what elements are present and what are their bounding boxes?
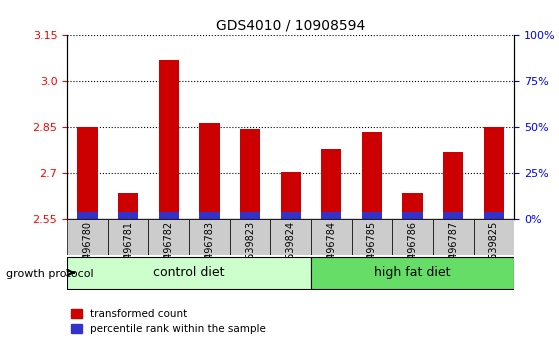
Text: GSM539824: GSM539824	[286, 221, 296, 280]
FancyBboxPatch shape	[311, 257, 514, 289]
FancyBboxPatch shape	[271, 219, 311, 255]
Bar	[77, 127, 98, 219]
FancyBboxPatch shape	[189, 219, 230, 255]
Bar	[77, 212, 98, 219]
Bar	[402, 212, 423, 219]
FancyBboxPatch shape	[148, 219, 189, 255]
Bar	[240, 129, 260, 219]
Bar	[484, 212, 504, 219]
Text: GSM496783: GSM496783	[205, 221, 214, 280]
Bar	[484, 127, 504, 219]
Bar	[321, 149, 342, 219]
Text: GSM496781: GSM496781	[123, 221, 133, 280]
Bar	[281, 172, 301, 219]
Bar	[118, 193, 138, 219]
FancyBboxPatch shape	[67, 257, 311, 289]
Bar	[240, 212, 260, 219]
Text: high fat diet: high fat diet	[375, 266, 451, 279]
Text: growth protocol: growth protocol	[6, 269, 93, 279]
Bar	[159, 60, 179, 219]
Bar	[199, 123, 220, 219]
FancyBboxPatch shape	[392, 219, 433, 255]
Bar	[321, 212, 342, 219]
FancyBboxPatch shape	[352, 219, 392, 255]
Bar	[362, 132, 382, 219]
FancyBboxPatch shape	[433, 219, 473, 255]
FancyBboxPatch shape	[67, 219, 108, 255]
FancyBboxPatch shape	[230, 219, 271, 255]
Title: GDS4010 / 10908594: GDS4010 / 10908594	[216, 19, 365, 33]
Bar	[362, 212, 382, 219]
Text: GSM496785: GSM496785	[367, 221, 377, 280]
FancyBboxPatch shape	[108, 219, 148, 255]
Bar	[281, 212, 301, 219]
Bar	[199, 212, 220, 219]
Text: GSM496780: GSM496780	[82, 221, 92, 280]
Text: GSM539823: GSM539823	[245, 221, 255, 280]
Bar	[159, 212, 179, 219]
FancyBboxPatch shape	[311, 219, 352, 255]
Bar	[443, 152, 463, 219]
Bar	[402, 193, 423, 219]
Text: GSM496782: GSM496782	[164, 221, 174, 280]
Text: GSM496787: GSM496787	[448, 221, 458, 280]
Text: GSM496784: GSM496784	[326, 221, 337, 280]
Text: control diet: control diet	[153, 266, 225, 279]
Text: GSM496786: GSM496786	[408, 221, 418, 280]
Bar	[443, 212, 463, 219]
Text: GSM539825: GSM539825	[489, 221, 499, 280]
Bar	[118, 212, 138, 219]
Legend: transformed count, percentile rank within the sample: transformed count, percentile rank withi…	[67, 304, 270, 338]
FancyBboxPatch shape	[473, 219, 514, 255]
